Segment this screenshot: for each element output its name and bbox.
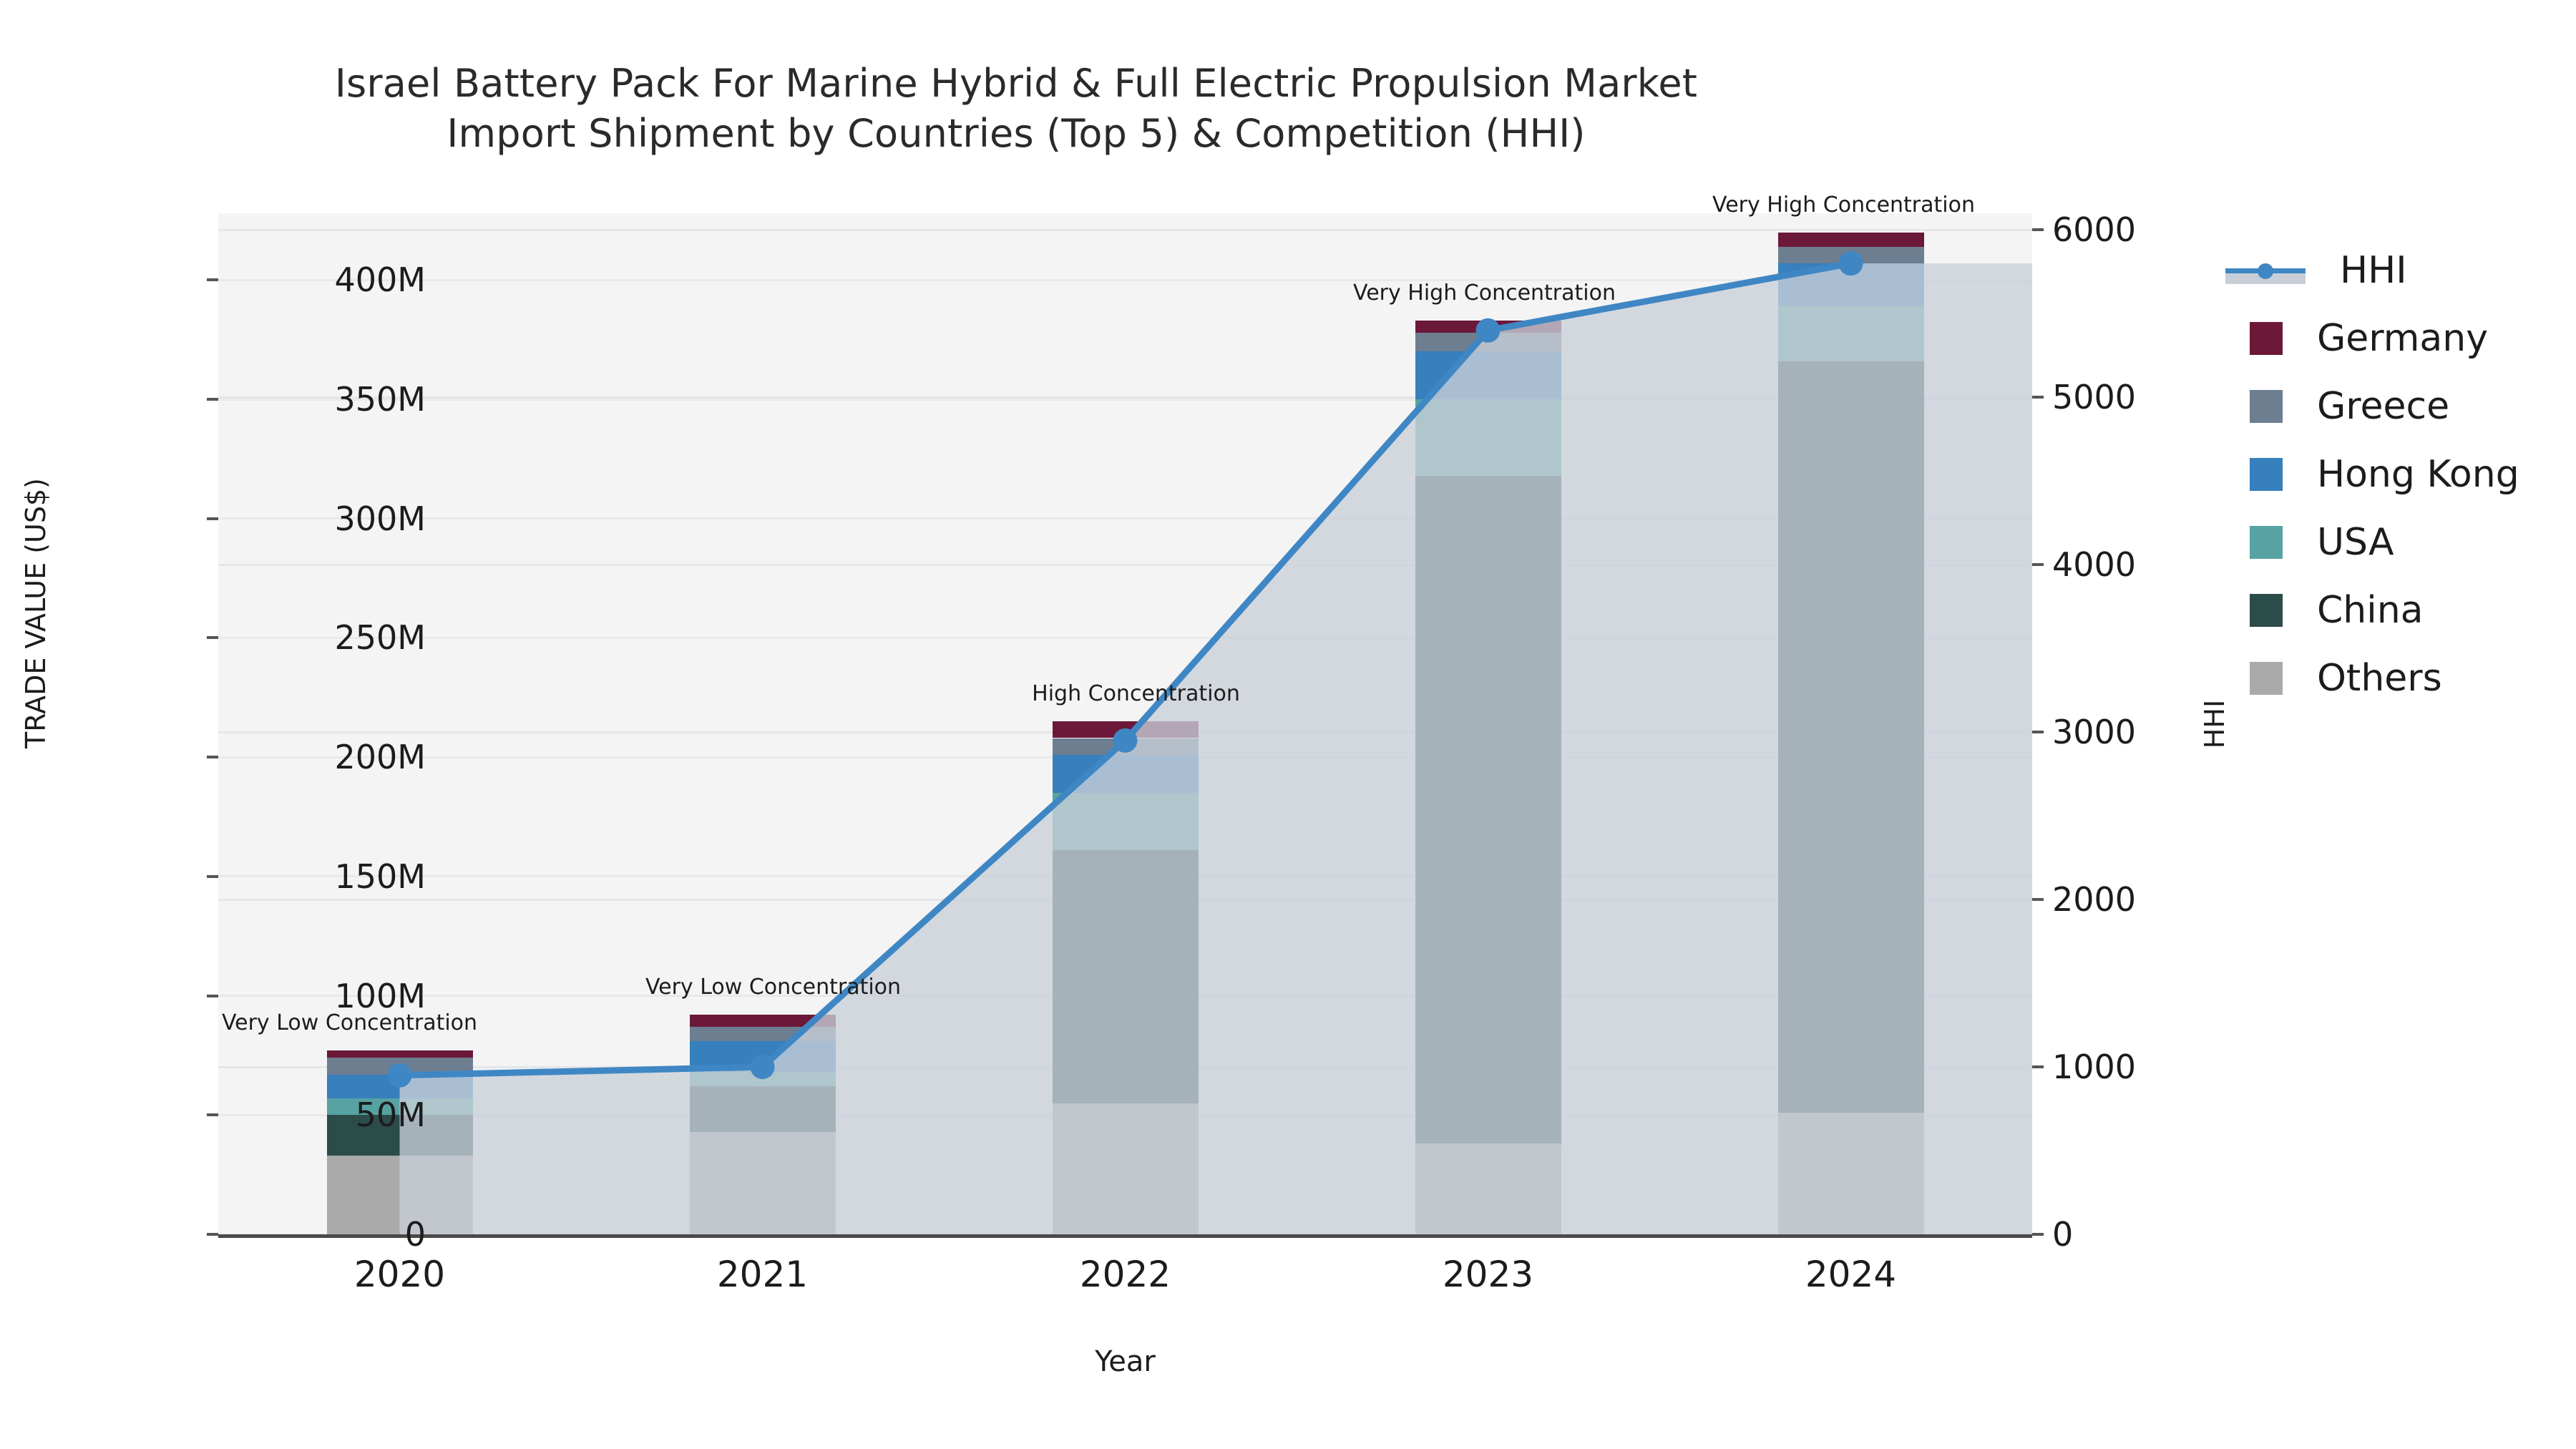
y-tick-label: 250M <box>334 618 426 658</box>
y2-tick-label: 6000 <box>2052 210 2137 250</box>
bar-segment-germany[interactable] <box>1777 232 1924 247</box>
hhi-data-point-2021[interactable] <box>750 1055 775 1080</box>
x-tick-label-2023: 2023 <box>1442 1254 1534 1295</box>
y-tick-mark <box>207 874 218 878</box>
legend-item-others[interactable]: Others <box>2225 644 2519 712</box>
y2-tick-label: 2000 <box>2052 880 2137 919</box>
y-tick-mark <box>207 994 218 997</box>
x-tick-label-2021: 2021 <box>716 1254 809 1295</box>
legend-item-hong-kong[interactable]: Hong Kong <box>2225 440 2519 508</box>
y-tick-label: 150M <box>334 857 426 896</box>
annotation-2023: Very High Concentration <box>1353 280 1616 306</box>
y2-tick-mark <box>2032 228 2044 232</box>
y2-tick-mark <box>2032 1065 2044 1069</box>
annotation-2020: Very Low Concentration <box>221 1010 478 1036</box>
legend-item-hhi[interactable]: HHI <box>2225 236 2519 304</box>
gridline-y <box>218 636 2032 639</box>
y2-tick-label: 5000 <box>2052 378 2137 417</box>
legend-line-icon <box>2225 254 2306 287</box>
y-tick-label: 50M <box>355 1096 426 1135</box>
hhi-data-point-2024[interactable] <box>1838 251 1863 276</box>
y2-tick-mark <box>2032 1233 2044 1236</box>
gridline-y <box>218 517 2032 520</box>
legend-swatch-icon <box>2250 525 2283 559</box>
page-title: Israel Battery Pack For Marine Hybrid & … <box>0 59 2032 159</box>
legend-label: Germany <box>2317 316 2489 360</box>
legend-swatch-icon <box>2250 661 2283 695</box>
hhi-area-fill <box>399 263 2032 1235</box>
hhi-data-point-2020[interactable] <box>387 1063 412 1088</box>
legend-swatch-icon <box>2250 389 2283 423</box>
x-tick-label-2024: 2024 <box>1805 1254 1897 1295</box>
legend-label: USA <box>2317 520 2394 564</box>
plot-area: Very Low Concentration Very Low Concentra… <box>218 192 2032 1236</box>
legend-label: Greece <box>2317 384 2450 428</box>
y-tick-mark <box>207 398 218 401</box>
x-tick-label-2022: 2022 <box>1079 1254 1171 1295</box>
y-tick-label: 350M <box>334 380 426 419</box>
x-axis-line <box>218 1234 2032 1238</box>
y2-tick-mark <box>2032 731 2044 734</box>
y-tick-mark <box>207 1113 218 1117</box>
y-tick-mark <box>207 517 218 520</box>
legend-swatch-icon <box>2250 321 2283 355</box>
y2-tick-mark <box>2032 396 2044 399</box>
legend-line-marker-icon <box>2258 263 2273 279</box>
legend-item-usa[interactable]: USA <box>2225 508 2519 576</box>
gridline-y <box>218 278 2032 281</box>
annotation-2022: High Concentration <box>1032 681 1240 707</box>
y2-tick-label: 4000 <box>2052 545 2137 585</box>
legend-item-germany[interactable]: Germany <box>2225 304 2519 372</box>
legend: HHI Germany Greece Hong Kong USA China Others <box>2225 236 2519 712</box>
gridline-y2 <box>218 228 2032 231</box>
legend-label: Others <box>2317 656 2442 700</box>
y-tick-label: 300M <box>334 499 426 538</box>
legend-item-greece[interactable]: Greece <box>2225 372 2519 440</box>
hhi-series <box>387 251 2032 1235</box>
y-tick-mark <box>207 756 218 759</box>
y-tick-mark <box>207 278 218 282</box>
legend-label: China <box>2317 588 2424 632</box>
annotation-2021: Very Low Concentration <box>645 975 902 1000</box>
hhi-data-point-2022[interactable] <box>1113 728 1138 753</box>
chart-title-line-1: Israel Battery Pack For Marine Hybrid & … <box>334 61 1698 106</box>
gridline-y2 <box>218 563 2032 566</box>
y-axis-label: TRADE VALUE (US$) <box>20 478 52 748</box>
y-tick-mark <box>207 1233 218 1236</box>
bar-segment-germany[interactable] <box>689 1015 836 1027</box>
y2-tick-mark <box>2032 563 2044 567</box>
bar-segment-germany[interactable] <box>326 1050 473 1058</box>
legend-item-china[interactable]: China <box>2225 576 2519 644</box>
y-tick-label: 0 <box>404 1215 426 1254</box>
legend-label: HHI <box>2340 248 2407 292</box>
legend-swatch-icon <box>2250 593 2283 627</box>
y2-tick-label: 0 <box>2052 1215 2074 1254</box>
gridline-y2 <box>218 396 2032 399</box>
annotation-2024: Very High Concentration <box>1712 192 1975 218</box>
y-tick-label: 200M <box>334 738 426 777</box>
y-tick-label: 400M <box>334 260 426 300</box>
x-tick-label-2020: 2020 <box>353 1254 446 1295</box>
gridline-y <box>218 398 2032 401</box>
x-axis-label: Year <box>1095 1345 1156 1378</box>
y-tick-mark <box>207 636 218 640</box>
legend-label: Hong Kong <box>2317 452 2519 496</box>
chart-title-line-2: Import Shipment by Countries (Top 5) & C… <box>447 111 1586 157</box>
hhi-data-point-2023[interactable] <box>1475 318 1501 343</box>
y2-tick-mark <box>2032 898 2044 902</box>
y-tick-label: 100M <box>334 976 426 1015</box>
y2-tick-label: 1000 <box>2052 1048 2137 1087</box>
y2-tick-label: 3000 <box>2052 713 2137 752</box>
legend-swatch-icon <box>2250 457 2283 491</box>
